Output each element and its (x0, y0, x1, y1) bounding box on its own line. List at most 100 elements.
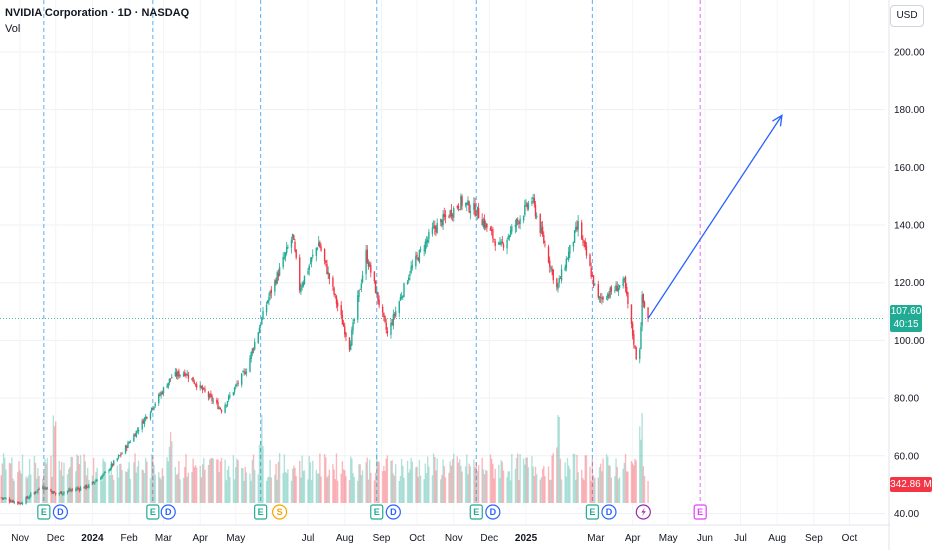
volume-bar (357, 480, 359, 503)
candle-body (169, 378, 172, 380)
volume-bar (525, 457, 527, 503)
candle-body (534, 204, 537, 217)
candle-body (141, 420, 143, 430)
volume-bar (640, 439, 642, 503)
volume-bar (460, 465, 462, 503)
x-tick-label: 2024 (81, 533, 104, 544)
volume-bar (400, 458, 403, 503)
candle-body (624, 277, 627, 289)
event-marker-E[interactable]: E (693, 504, 707, 520)
candle-body (242, 371, 244, 373)
y-tick-label: 120.00 (894, 278, 925, 289)
candle-body (583, 240, 585, 243)
event-marker-E[interactable]: E (146, 504, 160, 520)
volume-bar (353, 476, 355, 503)
x-tick-label: Jun (697, 533, 713, 544)
event-marker-D[interactable]: D (385, 504, 401, 520)
volume-bar (392, 473, 395, 503)
candle-body (277, 272, 280, 277)
volume-bar (134, 453, 136, 503)
volume-bar (287, 469, 289, 503)
event-marker-E[interactable]: E (254, 504, 268, 520)
candle-body (457, 206, 460, 209)
volume-bar (229, 476, 231, 503)
candle-body (43, 488, 45, 489)
candle-body (564, 267, 566, 271)
event-marker-E[interactable]: E (37, 504, 51, 520)
volume-bar (270, 477, 273, 503)
candle-body (294, 241, 296, 251)
volume-bar (376, 453, 378, 503)
volume-bar (150, 454, 153, 503)
candle-body (154, 403, 156, 406)
event-marker-E[interactable]: E (370, 504, 384, 520)
volume-bar (464, 466, 467, 503)
event-marker-D[interactable]: D (160, 504, 176, 520)
earnings-letter: E (41, 507, 47, 517)
volume-bar (601, 471, 603, 503)
candle-body (70, 490, 72, 492)
volume-bar (168, 446, 171, 503)
candle-body (565, 258, 568, 269)
candle-body (475, 214, 477, 216)
candle-body (2, 497, 5, 499)
volume-bar (179, 479, 181, 503)
volume-bar (630, 460, 633, 503)
candle-body (533, 198, 536, 205)
event-marker-alert[interactable] (635, 504, 651, 520)
candle-body (345, 332, 347, 337)
event-marker-D[interactable]: D (601, 504, 617, 520)
volume-bar (291, 468, 294, 503)
candle-body (113, 460, 115, 466)
volume-bar (194, 465, 197, 503)
candle-body (393, 314, 396, 316)
candle-body (167, 382, 169, 388)
volume-bar (583, 480, 585, 503)
volume-bar (624, 453, 627, 503)
volume-bar (300, 477, 302, 503)
volume-bar (78, 463, 81, 503)
currency-button[interactable]: USD (890, 5, 924, 27)
event-marker-D[interactable]: D (485, 504, 501, 520)
candle-body (418, 250, 421, 263)
candle-body (577, 221, 579, 231)
candle-body (129, 441, 132, 443)
volume-bar (251, 459, 254, 503)
volume-bar (557, 415, 559, 503)
volume-bar (13, 480, 15, 503)
candle-body (142, 420, 145, 424)
event-marker-S[interactable]: S (271, 504, 288, 520)
event-marker-E[interactable]: E (585, 504, 599, 520)
volume-bar (262, 446, 264, 503)
candle-body (599, 297, 602, 298)
volume-bar (50, 455, 52, 503)
volume-bar (244, 466, 246, 503)
volume-bar (391, 460, 393, 503)
volume-bar (444, 477, 447, 503)
candle-body (323, 248, 326, 261)
candle-body (581, 222, 583, 240)
candle-body (299, 257, 301, 291)
candle-body (104, 471, 107, 473)
volume-bar (294, 467, 296, 503)
candle-body (373, 271, 376, 282)
volume-bar (448, 472, 450, 503)
volume-bar (269, 459, 271, 503)
volume-bar (17, 472, 19, 503)
event-marker-D[interactable]: D (52, 504, 69, 520)
candle-body (590, 267, 592, 277)
event-marker-E[interactable]: E (469, 504, 483, 520)
volume-bar (5, 469, 7, 503)
volume-bar (418, 459, 421, 503)
candle-body (134, 434, 136, 437)
candle-body (515, 219, 518, 226)
volume-bar (549, 479, 551, 503)
x-tick-label: Sep (805, 533, 823, 544)
candle-body (539, 214, 541, 233)
candle-body (607, 293, 609, 299)
candle-body (349, 343, 352, 351)
volume-bar (62, 475, 64, 503)
candle-body (295, 249, 297, 258)
